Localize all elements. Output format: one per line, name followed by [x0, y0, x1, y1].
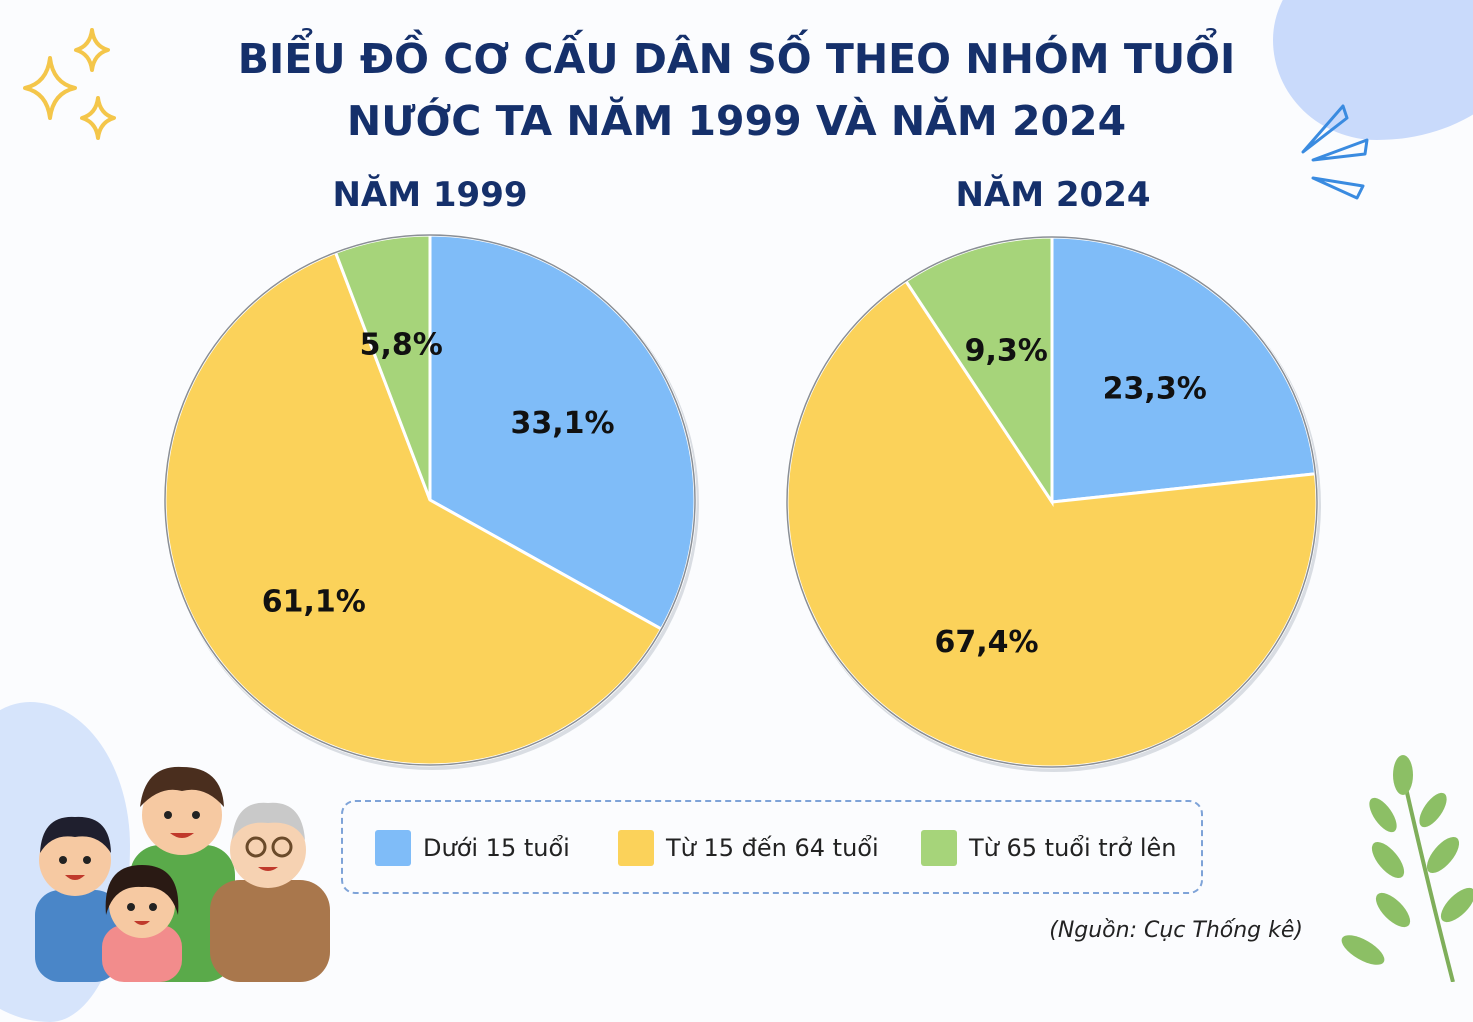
legend-swatch-blue: [375, 830, 411, 866]
legend-label: Từ 65 tuổi trở lên: [969, 834, 1177, 862]
legend: Dưới 15 tuổi Từ 15 đến 64 tuổi Từ 65 tuổ…: [341, 800, 1203, 894]
legend-swatch-yellow: [618, 830, 654, 866]
chart-title: BIỂU ĐỒ CƠ CẤU DÂN SỐ THEO NHÓM TUỔI NƯỚ…: [0, 28, 1473, 152]
source-note: (Nguồn: Cục Thống kê): [1049, 918, 1303, 943]
legend-item-65-plus: Từ 65 tuổi trở lên: [921, 830, 1177, 866]
pie-title-2024: NĂM 2024: [955, 175, 1151, 215]
legend-item-under-15: Dưới 15 tuổi: [375, 830, 570, 866]
pie-outline-2024: [786, 236, 1318, 768]
slice-label-1999-under-15: 33,1%: [511, 406, 615, 441]
rays-icon: [1301, 104, 1369, 200]
legend-swatch-green: [921, 830, 957, 866]
legend-label: Từ 15 đến 64 tuổi: [666, 834, 879, 862]
leaf-decoration-icon: [1341, 755, 1473, 982]
pie-title-1999: NĂM 1999: [332, 175, 528, 215]
slice-label-2024-65-plus: 9,3%: [965, 334, 1048, 369]
legend-label: Dưới 15 tuổi: [423, 834, 570, 862]
legend-item-15-64: Từ 15 đến 64 tuổi: [618, 830, 879, 866]
family-illustration: [35, 766, 330, 982]
sparkle-icon: [23, 28, 116, 140]
slice-label-2024-15-64: 67,4%: [935, 625, 1039, 660]
pie-charts: 33,1% 61,1% 5,8% 23,3% 67,4% 9,3%: [163, 233, 1321, 772]
chart-title-line-2: NƯỚC TA NĂM 1999 VÀ NĂM 2024: [346, 97, 1127, 145]
slice-label-1999-15-64: 61,1%: [262, 585, 366, 620]
slice-label-2024-under-15: 23,3%: [1103, 372, 1207, 407]
slice-label-1999-65-plus: 5,8%: [360, 328, 443, 363]
pie-outline-1999: [164, 234, 696, 766]
chart-title-line-1: BIỂU ĐỒ CƠ CẤU DÂN SỐ THEO NHÓM TUỔI: [237, 35, 1236, 83]
pie-slice-2024-under-15: [1050, 235, 1318, 504]
